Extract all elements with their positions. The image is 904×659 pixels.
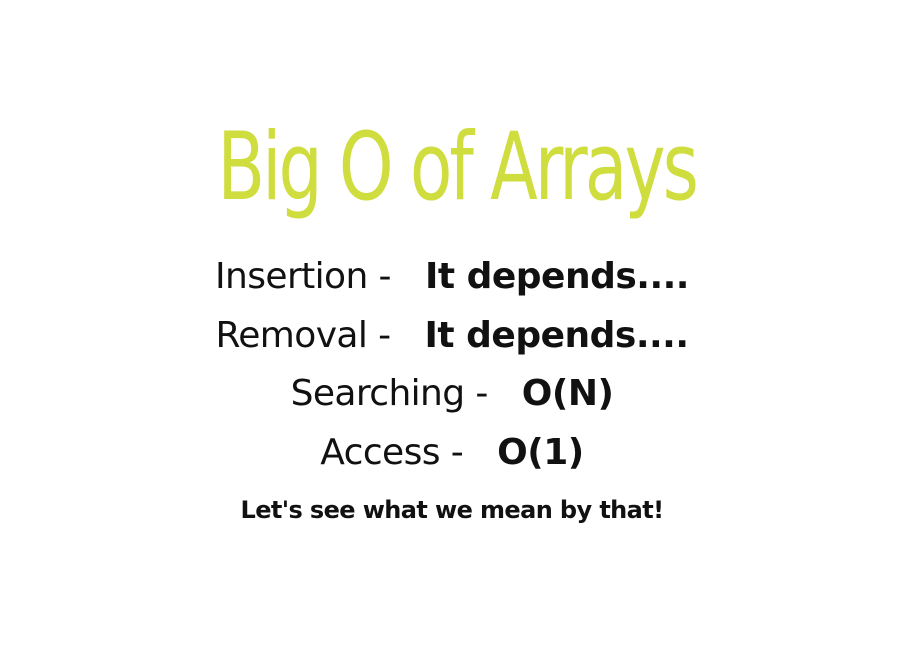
complexity-row-searching: Searching - O(N): [0, 365, 904, 424]
complexity-row-removal: Removal - It depends....: [0, 307, 904, 366]
operation-label: Searching -: [290, 373, 489, 414]
slide-title: Big O of Arrays: [217, 113, 698, 222]
operation-label: Access -: [320, 431, 464, 473]
complexity-row-insertion: Insertion - It depends....: [0, 248, 904, 307]
operation-label: Insertion -: [215, 256, 392, 297]
complexity-value: O(N): [521, 373, 614, 414]
complexity-row-access: Access - O(1): [0, 424, 904, 483]
complexity-list: Insertion - It depends.... Removal - It de…: [0, 248, 904, 482]
complexity-value: O(1): [497, 431, 584, 473]
complexity-value: It depends....: [424, 314, 690, 356]
complexity-value: It depends....: [424, 256, 690, 297]
slide-footer-note: Let's see what we mean by that!: [240, 496, 665, 524]
operation-label: Removal -: [215, 314, 391, 356]
